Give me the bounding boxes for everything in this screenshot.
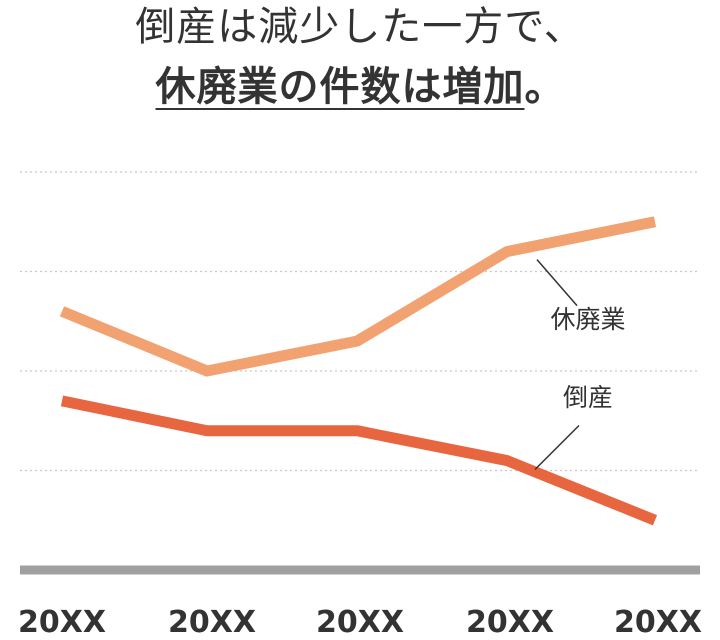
title-line-2: 休廃業の件数は増加。	[0, 62, 720, 112]
x-tick-label: 20XX	[18, 605, 106, 640]
leader-line	[534, 424, 580, 471]
series-label: 倒産	[563, 383, 613, 412]
title-emphasis: 休廃業の件数は増加	[155, 64, 525, 110]
title-line-1: 倒産は減少した一方で、	[135, 4, 585, 50]
gridlines	[20, 171, 700, 472]
series-line-tosan	[60, 395, 658, 526]
series-lines	[59, 216, 658, 526]
x-tick-labels: 20XX 20XX 20XX 20XX 20XX	[18, 605, 702, 640]
x-tick-label: 20XX	[614, 605, 702, 640]
series-label: 休廃業	[550, 305, 625, 334]
x-tick-label: 20XX	[466, 605, 554, 640]
title-suffix: 。	[524, 64, 565, 110]
x-tick-label: 20XX	[316, 605, 404, 640]
leader-line	[536, 259, 578, 307]
series-line-kyuhaigyo	[59, 216, 657, 377]
x-tick-label: 20XX	[168, 605, 256, 640]
